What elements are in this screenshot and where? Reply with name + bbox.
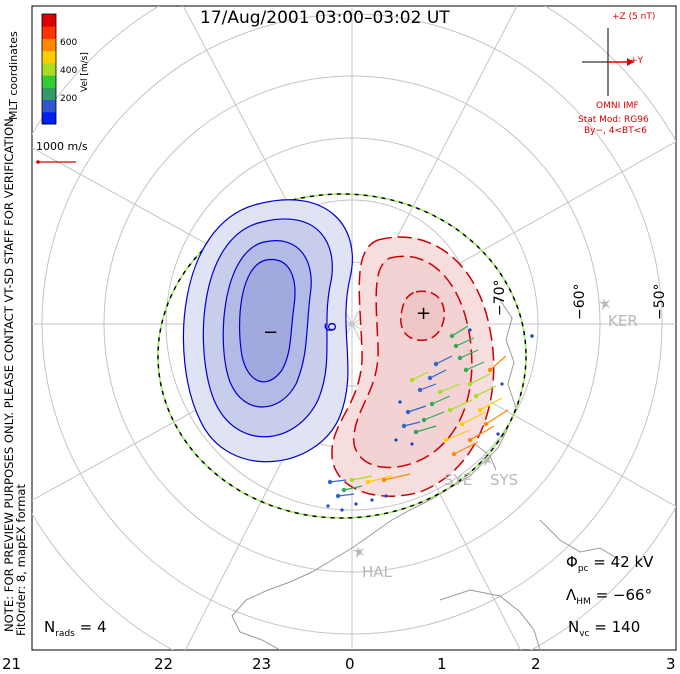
colorbar-segment: [42, 111, 56, 125]
imf-z-label: +Z (5 nT): [612, 12, 656, 22]
imf-dial: [582, 28, 634, 96]
fit-order-note: FitOrder: 8, mapEX format: [14, 483, 28, 636]
potential-contour-label: 6: [321, 322, 340, 332]
stat-lambda-hm-sub: HM: [576, 597, 591, 607]
stat-phi-pc-sub: pc: [577, 564, 589, 574]
station-label-hal: HAL: [362, 563, 392, 581]
mlt-coordinates-label: MLT coordinates: [7, 31, 20, 120]
reference-vector-origin: [36, 160, 40, 164]
station-label-ker: KER: [608, 312, 638, 330]
stat-n-vc: Nvc = 140: [568, 618, 640, 639]
stat-lambda-hm-value: = −66°: [595, 586, 653, 604]
latitude-label-50: −50°: [652, 283, 668, 320]
imf-source-label: OMNI IMF: [596, 101, 639, 111]
latitude-label-60: −60°: [572, 283, 588, 320]
stat-n-rads-sub: rads: [55, 629, 75, 639]
mlt-tick-21: 21: [2, 655, 22, 673]
stat-lambda-hm: ΛHM = −66°: [566, 586, 652, 607]
stat-n-rads: Nrads = 4: [44, 618, 107, 639]
colorbar-tick-200: 200: [60, 94, 78, 104]
stat-phi-pc: Φpc = 42 kV: [566, 553, 653, 574]
colorbar-unit-label: Vel [m/s]: [80, 52, 90, 92]
colorbar-segment: [42, 14, 56, 27]
station-label-sye: SYE: [444, 471, 473, 489]
colorbar-segment: [42, 26, 56, 39]
stat-phi-pc-value: = 42 kV: [593, 553, 654, 571]
stat-phi-pc-symbol: Φ: [566, 553, 578, 571]
mlt-tick-22: 22: [154, 655, 174, 673]
mlt-tick-0: 0: [345, 655, 355, 673]
station-markers: [352, 298, 610, 558]
coastline: [231, 299, 621, 650]
negative-potential-cell: [182, 199, 353, 463]
imf-model-line2: By−, 4<BT<6: [584, 126, 647, 136]
colorbar-segment: [42, 38, 56, 52]
stat-n-vc-sub: vc: [579, 629, 590, 639]
mlt-tick-3: 3: [666, 655, 676, 673]
stat-n-rads-symbol: N: [44, 618, 56, 636]
colorbar-frame: [41, 13, 57, 125]
colorbar-segment: [42, 50, 56, 64]
velocity-colorbar: [42, 14, 56, 125]
colorbar-tick-600: 600: [60, 38, 78, 48]
mlt-tick-1: 1: [437, 655, 447, 673]
mlt-tick-23: 23: [252, 655, 272, 673]
map-title: 17/Aug/2001 03:00–03:02 UT: [200, 8, 450, 28]
station-label-sys: SYS: [490, 471, 519, 489]
imf-model-line1: Stat Mod: RG96: [578, 115, 649, 125]
stat-n-rads-value: = 4: [79, 618, 107, 636]
colorbar-segment: [42, 62, 56, 76]
stat-n-vc-symbol: N: [568, 618, 580, 636]
potential-min-marker: −: [263, 322, 278, 343]
plot-frame: [31, 5, 677, 651]
colorbar-segment: [42, 99, 56, 113]
reference-vector-label: 1000 m/s: [36, 140, 88, 153]
colorbar-segment: [42, 87, 56, 101]
velocity-vectors: [326, 325, 534, 512]
stat-lambda-hm-symbol: Λ: [566, 586, 577, 604]
latitude-label-70: −70°: [492, 279, 508, 316]
imf-y-label: +Y: [630, 56, 644, 66]
positive-potential-cell: [331, 236, 495, 497]
colorbar-segment: [42, 75, 56, 88]
hm-boundary-green: [157, 193, 527, 519]
stat-n-vc-value: = 140: [594, 618, 641, 636]
mlt-tick-2: 2: [531, 655, 541, 673]
colorbar-tick-400: 400: [60, 66, 78, 76]
potential-max-marker: +: [416, 303, 431, 324]
